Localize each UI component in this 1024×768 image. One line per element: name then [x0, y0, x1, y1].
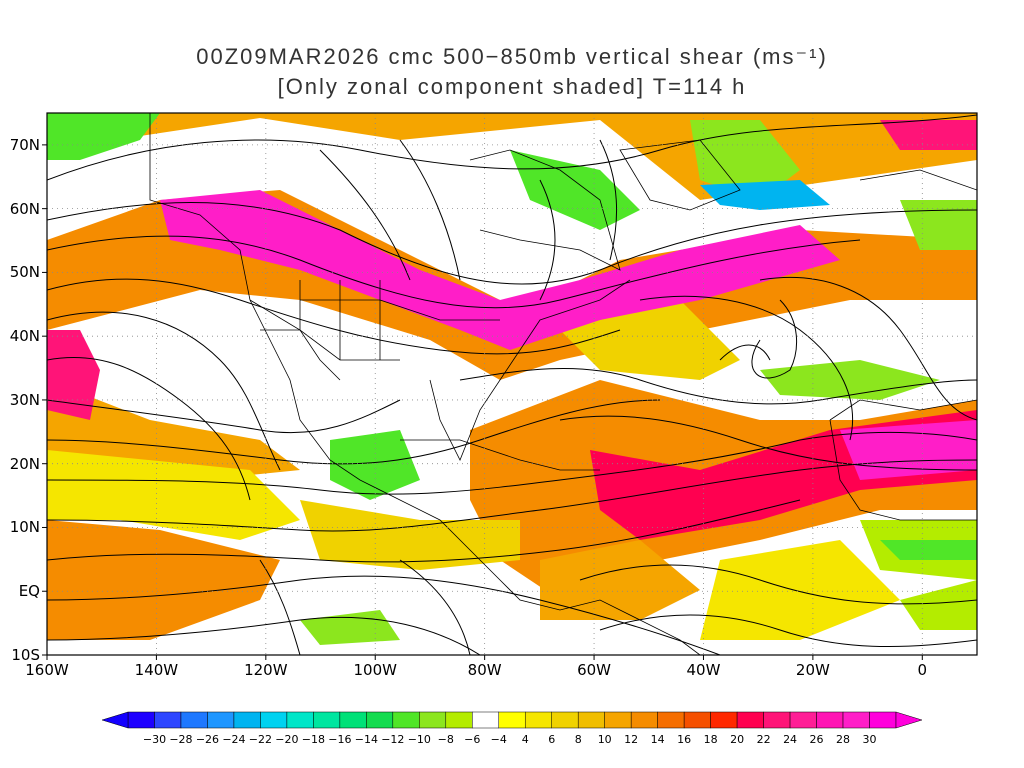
lat-label: 60N [9, 199, 40, 218]
lon-label: 120W [244, 661, 288, 679]
map-frame [46, 112, 978, 656]
lat-label: 20N [9, 454, 40, 473]
lat-label: 10N [9, 518, 40, 537]
colorbar-swatch [657, 711, 685, 729]
colorbar-swatch [233, 711, 261, 729]
colorbar-label: 18 [703, 733, 718, 746]
colorbar-swatch [630, 711, 658, 729]
lon-label: 0 [917, 661, 928, 679]
coastlines [149, 113, 977, 655]
graticule [47, 113, 977, 655]
colorbar-swatch [842, 711, 870, 729]
lon-label: 20W [795, 661, 830, 679]
colorbar-label: 8 [574, 733, 582, 746]
colorbar-label: −18 [301, 733, 325, 746]
lat-label: 30N [9, 390, 40, 409]
colorbar-swatch [763, 711, 791, 729]
colorbar-swatch [577, 711, 605, 729]
lon-label: 140W [134, 661, 179, 679]
colorbar-swatch [604, 711, 632, 729]
colorbar-label: 16 [677, 733, 692, 746]
colorbar-label: −28 [169, 733, 193, 746]
colorbar-label: −26 [195, 733, 220, 746]
lon-label: 60W [577, 661, 611, 679]
lat-label: 10S [11, 646, 40, 664]
lon-label: 40W [686, 661, 721, 679]
colorbar-label: −10 [407, 733, 431, 746]
colorbar-swatch [498, 711, 526, 729]
colorbar-label: 28 [836, 733, 851, 746]
colorbar-swatch [180, 711, 208, 729]
lon-label: 160W [25, 661, 69, 679]
colorbar-label: −16 [328, 733, 352, 746]
colorbar-label: 30 [862, 733, 877, 746]
colorbar-label: 10 [597, 733, 612, 746]
colorbar-max-arrow [895, 711, 923, 729]
colorbar-swatch [789, 711, 817, 729]
colorbar-label: 26 [809, 733, 824, 746]
lon-label: 100W [353, 661, 397, 679]
colorbar-label: −4 [490, 733, 507, 746]
shear-shading [47, 113, 977, 655]
colorbar-swatch [736, 711, 764, 729]
colorbar-swatch [127, 711, 155, 729]
title-line-2: [Only zonal component shaded] T=114 h [277, 74, 747, 99]
streamlines [47, 114, 977, 655]
colorbar-min-arrow [101, 711, 129, 729]
colorbar-swatch [524, 711, 552, 729]
colorbar-label: −6 [464, 733, 481, 746]
colorbar-label: 4 [521, 733, 529, 746]
colorbar-label: −30 [142, 733, 167, 746]
colorbar-swatch [366, 711, 394, 729]
lat-label: 70N [9, 135, 40, 154]
colorbar-swatch [392, 711, 420, 729]
colorbar-swatch [419, 711, 447, 729]
colorbar-label: −22 [248, 733, 273, 746]
colorbar-swatch [339, 711, 367, 729]
lon-label: 80W [467, 661, 502, 679]
colorbar-swatch [445, 711, 473, 729]
colorbar-swatch [710, 711, 738, 729]
lat-label: 40N [9, 327, 40, 346]
colorbar-label: −20 [275, 733, 299, 746]
colorbar-swatch [472, 711, 500, 729]
colorbar-swatch [154, 711, 182, 729]
colorbar-label: −8 [437, 733, 454, 746]
colorbar-label: 12 [624, 733, 639, 746]
colorbar-label: 20 [730, 733, 745, 746]
colorbar [101, 711, 923, 729]
colorbar-label: 24 [783, 733, 798, 746]
axis-ticks [42, 144, 923, 660]
colorbar-label: −24 [222, 733, 246, 746]
colorbar-swatch [683, 711, 711, 729]
colorbar-swatch [207, 711, 235, 729]
colorbar-swatch [260, 711, 288, 729]
colorbar-swatch [816, 711, 844, 729]
colorbar-swatch [286, 711, 314, 729]
colorbar-swatch [313, 711, 341, 729]
lat-label: EQ [18, 582, 40, 601]
colorbar-label: 22 [756, 733, 771, 746]
colorbar-swatch [869, 711, 897, 729]
colorbar-swatch [551, 711, 579, 729]
title-line-1: 00Z09MAR2026 cmc 500−850mb vertical shea… [196, 44, 828, 69]
colorbar-label: 6 [548, 733, 556, 746]
lat-label: 50N [9, 263, 40, 282]
colorbar-label: 14 [650, 733, 665, 746]
colorbar-label: −12 [381, 733, 405, 746]
colorbar-label: −14 [354, 733, 378, 746]
